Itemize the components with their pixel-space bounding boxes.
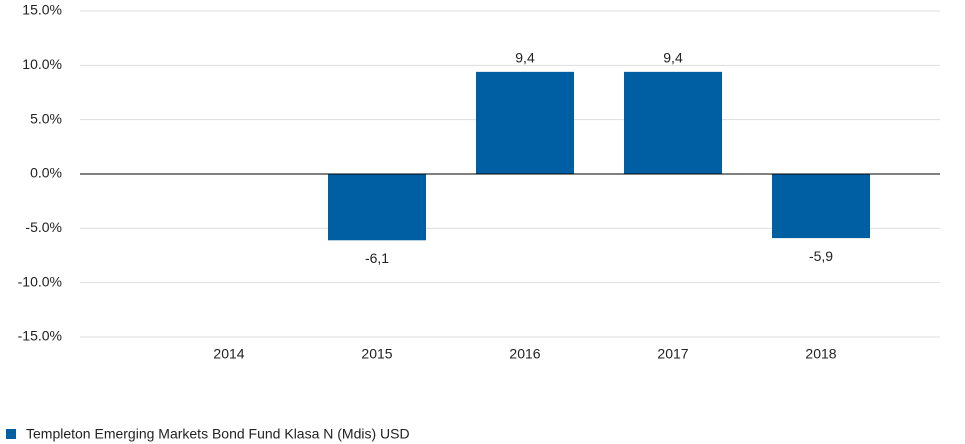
data-label: 9,4 (515, 50, 535, 66)
data-label: -6,1 (365, 250, 389, 266)
legend-swatch (6, 429, 16, 439)
x-tick-label: 2015 (361, 346, 392, 362)
legend-label: Templeton Emerging Markets Bond Fund Kla… (26, 426, 410, 442)
y-tick-label: 5.0% (30, 110, 62, 126)
bar (624, 71, 722, 174)
x-tick-label: 2016 (509, 346, 540, 362)
data-label: 9,4 (663, 50, 683, 66)
x-tick-label: 2017 (657, 346, 688, 362)
y-tick-label: 15.0% (22, 2, 62, 18)
y-tick-label: 10.0% (22, 56, 62, 72)
bar (772, 174, 870, 239)
y-tick-label: -5.0% (25, 219, 62, 235)
bar (328, 174, 426, 241)
data-label: -5,9 (809, 248, 833, 264)
x-tick-label: 2014 (213, 346, 244, 362)
y-tick-label: -15.0% (18, 328, 62, 344)
y-tick-label: 0.0% (30, 165, 62, 181)
y-tick-label: -10.0% (18, 273, 62, 289)
x-tick-label: 2018 (805, 346, 836, 362)
bar (476, 71, 574, 174)
